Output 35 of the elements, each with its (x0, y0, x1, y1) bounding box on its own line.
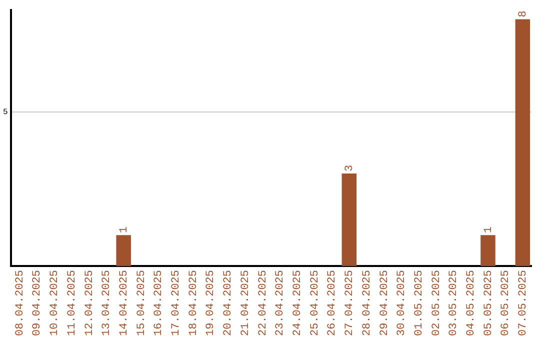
x-tick-label: 26.04.2025 (326, 270, 339, 336)
x-tick-label: 25.04.2025 (309, 270, 322, 336)
x-tick-label: 24.04.2025 (292, 270, 304, 336)
x-tick-label: 07.05.2025 (518, 270, 530, 336)
x-tick-label: 30.04.2025 (396, 270, 408, 336)
x-tick-label: 01.05.2025 (413, 270, 426, 336)
x-tick-label: 16.04.2025 (153, 270, 166, 336)
x-tick-label: 14.04.2025 (118, 270, 130, 336)
x-tick-label: 27.04.2025 (344, 270, 356, 336)
x-tick-label: 03.05.2025 (448, 270, 460, 336)
x-tick-label: 05.05.2025 (482, 270, 495, 336)
x-tick-label: 02.05.2025 (430, 270, 443, 336)
x-tick-label: 17.04.2025 (170, 270, 183, 336)
x-tick-label: 09.04.2025 (32, 270, 44, 336)
x-tick-label: 23.04.2025 (274, 270, 287, 336)
data-label: 1 (118, 226, 130, 234)
x-tick-label: 18.04.2025 (188, 270, 200, 336)
x-tick-label: 29.04.2025 (378, 270, 391, 336)
x-tick-label: 19.04.2025 (205, 270, 218, 336)
x-tick-label: 11.04.2025 (66, 270, 78, 336)
x-tick-label: 04.05.2025 (466, 270, 478, 336)
data-label: 8 (518, 10, 530, 18)
x-tick-label: 13.04.2025 (101, 270, 114, 336)
x-tick-label: 21.04.2025 (240, 270, 252, 336)
x-tick-label: 10.04.2025 (49, 270, 62, 336)
x-tick-label: 06.05.2025 (500, 270, 512, 336)
x-tick-label: 22.04.2025 (257, 270, 270, 336)
data-label: 1 (482, 226, 495, 234)
x-tick-label: 08.04.2025 (14, 270, 26, 336)
x-tick-label: 15.04.2025 (136, 270, 148, 336)
data-label: 3 (344, 164, 356, 172)
x-tick-label: 12.04.2025 (84, 270, 96, 336)
x-tick-label: 28.04.2025 (361, 270, 374, 336)
x-tick-label: 20.04.2025 (222, 270, 235, 336)
y-tick-label: 5 (2, 108, 8, 117)
